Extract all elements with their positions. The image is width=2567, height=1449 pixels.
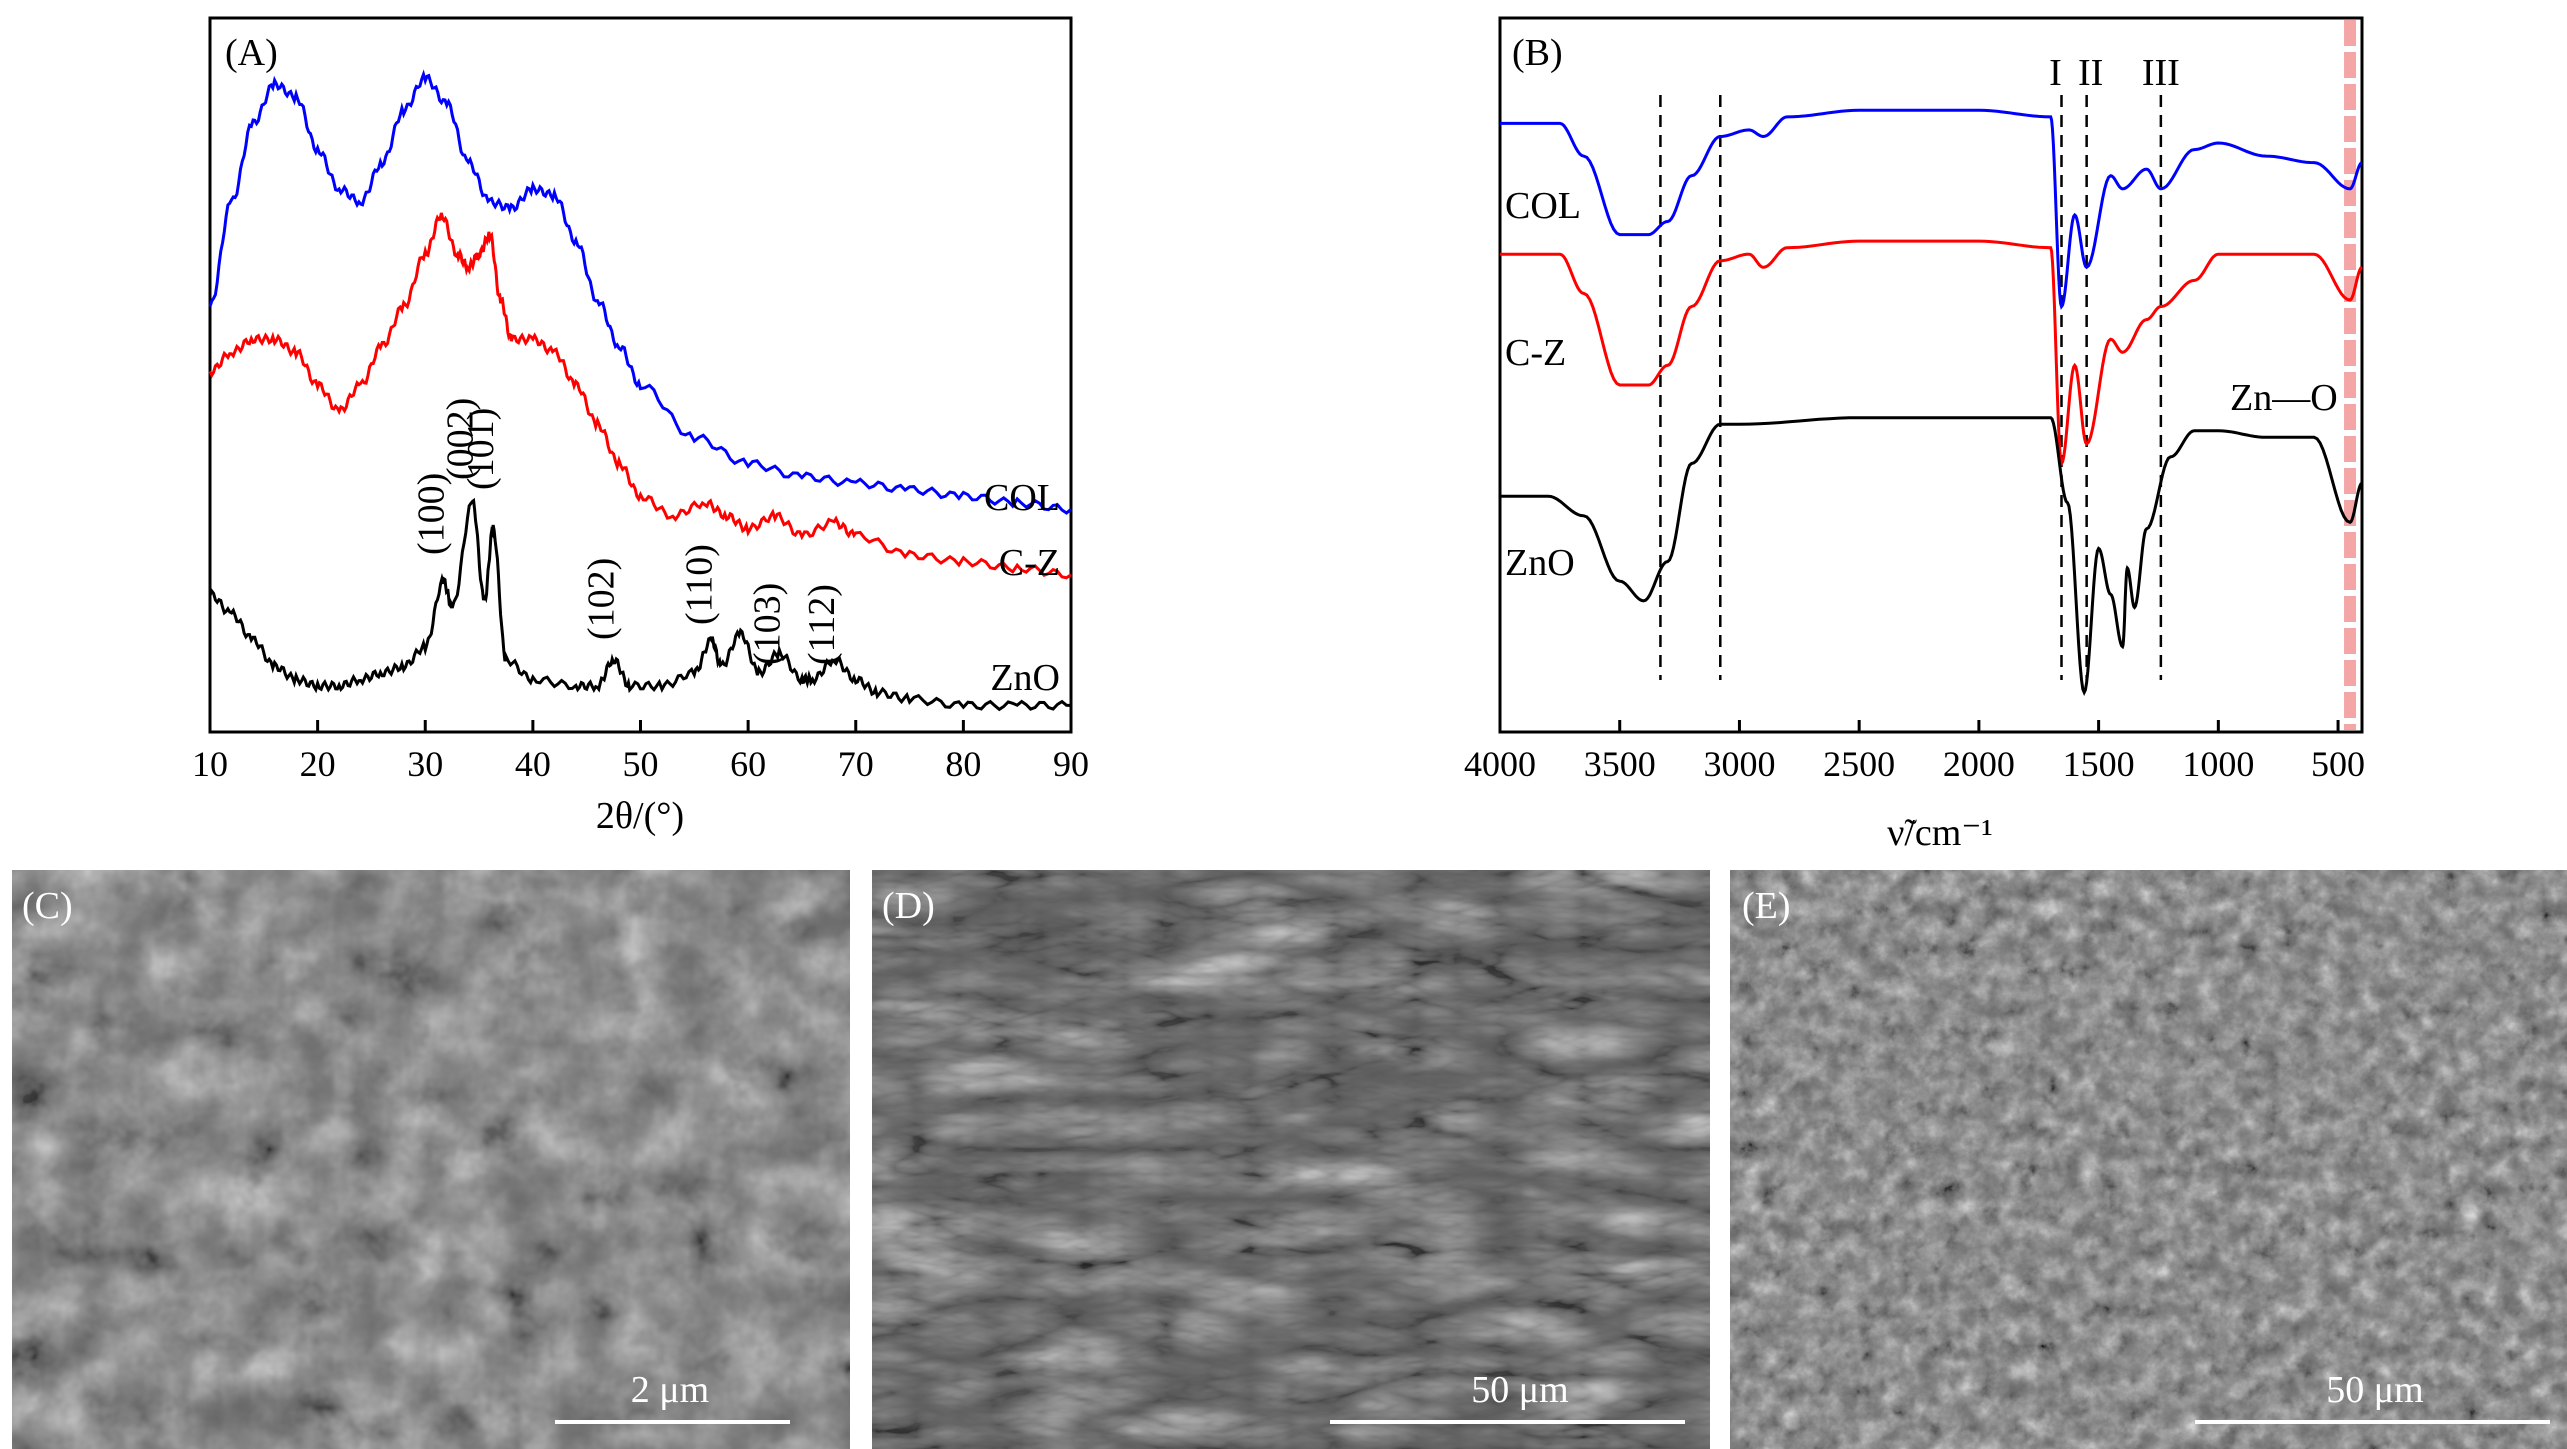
panel-a-x-ticks: 10 20 30 40 50 60 70 80 90 — [192, 720, 1089, 784]
sem-d-scale-label: 50 μm — [1471, 1369, 1569, 1411]
sem-c-scale-label: 2 μm — [630, 1369, 710, 1411]
panel-a-series-labels: COL C-Z ZnO — [984, 477, 1060, 699]
x-tick-label: 90 — [1053, 744, 1089, 784]
peak-label: (100) — [411, 473, 453, 555]
x-tick-label: 10 — [192, 744, 228, 784]
panel-a-peak-labels: (100)(002)(101) (102) (110) (103) (112) — [411, 398, 844, 665]
series-label: ZnO — [1505, 542, 1575, 584]
panel-b-x-label: ν̃/cm⁻¹ — [1887, 812, 1993, 854]
panel-b-x-ticks: 4000 3500 3000 2500 2000 1500 1000 500 — [1464, 720, 2365, 784]
series-line-cz — [208, 212, 1072, 580]
band-label: III — [2142, 52, 2180, 94]
peak-label: (103) — [746, 583, 788, 665]
x-tick-label: 2000 — [1943, 744, 2015, 784]
series-label: COL — [984, 477, 1060, 519]
panel-b-band-labels: I II III — [2049, 52, 2180, 94]
sem-d-panel-label: (D) — [882, 885, 935, 927]
sem-c-panel-label: (C) — [22, 885, 73, 927]
peak-label: (002) — [440, 398, 482, 480]
series-line-cz — [1500, 239, 2363, 468]
series-label: COL — [1505, 185, 1581, 227]
series-line-col — [208, 69, 1072, 515]
series-line-col — [1500, 108, 2363, 310]
sem-c-scale-bar — [555, 1420, 790, 1424]
sem-e-panel-label: (E) — [1742, 885, 1791, 927]
panel-a-x-label: 2θ/(°) — [596, 795, 684, 837]
panel-b-series-labels: COL C-Z ZnO — [1505, 185, 1581, 584]
panel-b-highlight-label: Zn—O — [2230, 377, 2338, 419]
x-tick-label: 3500 — [1584, 744, 1656, 784]
sem-d-scale-bar — [1330, 1420, 1685, 1424]
panel-a-series — [208, 69, 1072, 712]
band-label: I — [2049, 52, 2062, 94]
peak-label: (101) — [460, 408, 502, 490]
x-tick-label: 60 — [730, 744, 766, 784]
series-line-zno — [1500, 416, 2363, 697]
sem-e-scale-bar — [2195, 1420, 2550, 1424]
panel-b-frame — [1498, 16, 2364, 734]
panel-b-title: (B) — [1512, 32, 1563, 74]
sem-image-d — [872, 870, 1710, 1449]
x-tick-label: 50 — [623, 744, 659, 784]
x-tick-label: 1000 — [2182, 744, 2254, 784]
x-tick-label: 500 — [2311, 744, 2365, 784]
series-line-zno — [208, 497, 1072, 712]
panel-b-series — [1500, 108, 2363, 697]
x-tick-label: 30 — [407, 744, 443, 784]
series-label: ZnO — [990, 657, 1060, 699]
sem-e-scale-label: 50 μm — [2326, 1369, 2424, 1411]
band-label: II — [2078, 52, 2103, 94]
series-label: C-Z — [1505, 332, 1566, 374]
x-tick-label: 1500 — [2063, 744, 2135, 784]
sem-image-c — [12, 870, 850, 1449]
x-tick-label: 4000 — [1464, 744, 1536, 784]
x-tick-label: 40 — [515, 744, 551, 784]
panel-a-frame — [208, 16, 1073, 734]
peak-label: (110) — [679, 544, 721, 625]
sem-image-e — [1730, 870, 2567, 1449]
peak-label: (102) — [581, 558, 623, 640]
peak-label: (112) — [801, 584, 843, 665]
x-tick-label: 2500 — [1823, 744, 1895, 784]
x-tick-label: 80 — [945, 744, 981, 784]
panel-a-title: (A) — [225, 32, 278, 74]
panel-b-reference-lines — [1659, 95, 2163, 680]
x-tick-label: 3000 — [1703, 744, 1775, 784]
x-tick-label: 20 — [300, 744, 336, 784]
x-tick-label: 70 — [838, 744, 874, 784]
series-label: C-Z — [999, 542, 1060, 584]
